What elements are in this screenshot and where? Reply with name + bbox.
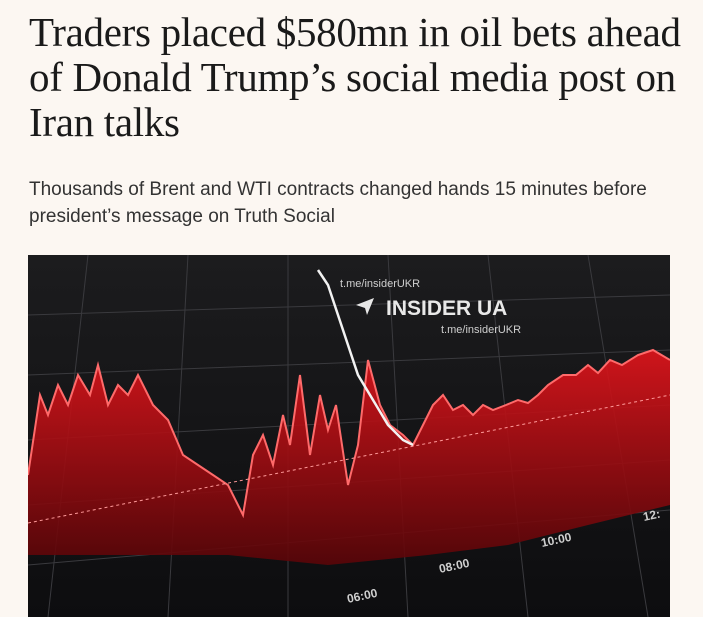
time-label: 10:00 [540, 530, 573, 550]
article-image: t.me/insiderUKR INSIDER UA t.me/insiderU… [28, 255, 670, 617]
watermark: t.me/insiderUKR [441, 324, 521, 336]
standfirst: Thousands of Brent and WTI contracts cha… [29, 179, 647, 227]
watermark: t.me/insiderUKR [340, 278, 420, 290]
time-label: 06:00 [346, 586, 379, 606]
watermark-brand: INSIDER UA [386, 297, 507, 320]
spike-line [316, 269, 414, 447]
price-line [28, 348, 670, 519]
headline: Traders placed $580mn in oil bets ahead … [29, 9, 681, 145]
time-label: 08:00 [438, 556, 471, 576]
reference-line [28, 394, 670, 524]
telegram-icon [356, 298, 374, 315]
time-label: 12: [642, 507, 662, 524]
